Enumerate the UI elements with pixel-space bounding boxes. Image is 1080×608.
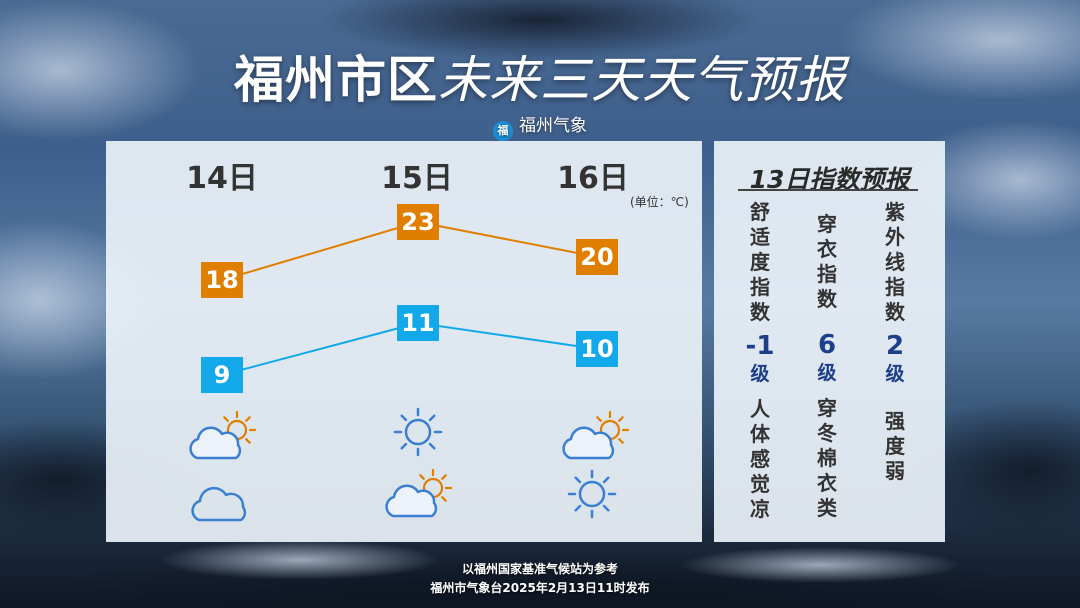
index-description-char: 冬 xyxy=(817,421,837,445)
index-description-char: 凉 xyxy=(750,497,770,521)
page-title: 福州市区未来三天天气预报 xyxy=(0,40,1080,112)
index-name-char: 指 xyxy=(885,275,905,299)
index-name-char: 数 xyxy=(817,287,837,311)
index-title-underline xyxy=(738,189,918,191)
day-label: 15日 xyxy=(381,161,453,196)
brand-name: 福州气象 xyxy=(519,116,587,136)
index-name-char: 外 xyxy=(885,225,905,249)
low-temp-point: 9 xyxy=(201,357,243,393)
index-name-char: 穿 xyxy=(817,212,837,236)
index-description-char: 穿 xyxy=(817,396,837,420)
day-label: 14日 xyxy=(186,161,258,196)
day-label: 16日 xyxy=(557,161,629,196)
sunny-icon xyxy=(567,469,617,519)
high-temp-point: 23 xyxy=(397,204,439,240)
cloudy-icon xyxy=(191,486,247,522)
index-name-char: 舒 xyxy=(750,200,770,224)
footer-reference: 以福州国家基准气候站为参考 xyxy=(461,562,618,576)
index-description-char: 棉 xyxy=(817,446,837,470)
index-value: 6 xyxy=(817,330,837,360)
index-description: 穿冬棉衣类 xyxy=(807,396,847,521)
index-name-char: 数 xyxy=(750,300,770,324)
index-description: 人体感觉凉 xyxy=(740,397,780,522)
title-bold: 福州市区 xyxy=(234,51,438,109)
index-description: 强度弱 xyxy=(875,409,915,484)
partly-cloudy-icon xyxy=(562,410,630,460)
index-name: 舒适度指数 xyxy=(740,200,780,325)
low-temp-point: 10 xyxy=(576,331,618,367)
index-panel xyxy=(714,141,945,542)
index-name-char: 适 xyxy=(750,225,770,249)
index-name-char: 指 xyxy=(817,262,837,286)
index-name-char: 数 xyxy=(885,300,905,324)
partly-cloudy-icon xyxy=(385,468,453,518)
index-name-char: 衣 xyxy=(817,237,837,261)
index-description-char: 度 xyxy=(885,434,905,458)
index-name-char: 度 xyxy=(750,250,770,274)
index-description-char: 强 xyxy=(885,409,905,433)
index-description-char: 类 xyxy=(817,496,837,520)
index-description-char: 人 xyxy=(750,397,770,421)
low-temp-point: 11 xyxy=(397,305,439,341)
index-description-char: 体 xyxy=(750,422,770,446)
index-level-unit: 级 xyxy=(817,362,837,384)
high-temp-point: 18 xyxy=(201,262,243,298)
unit-label: (单位：℃) xyxy=(630,195,689,209)
brand: 福福州气象 xyxy=(0,111,1080,141)
index-name: 穿衣指数 xyxy=(807,212,847,312)
index-description-char: 弱 xyxy=(885,459,905,483)
sunny-icon xyxy=(393,407,443,457)
index-name-char: 紫 xyxy=(885,200,905,224)
index-level-unit: 级 xyxy=(750,363,770,385)
index-description-char: 感 xyxy=(750,447,770,471)
index-name: 紫外线指数 xyxy=(875,200,915,325)
comfort-index-column: 舒适度指数 -1 级 人体感觉凉 xyxy=(740,200,780,522)
title-light: 未来三天天气预报 xyxy=(438,51,846,109)
uv-index-column: 紫外线指数 2 级 强度弱 xyxy=(875,200,915,484)
index-name-char: 线 xyxy=(885,250,905,274)
index-value: 2 xyxy=(885,331,905,361)
partly-cloudy-icon xyxy=(189,410,257,460)
index-description-char: 衣 xyxy=(817,471,837,495)
dressing-index-column: 穿衣指数 6 级 穿冬棉衣类 xyxy=(807,212,847,521)
fuzhou-weather-logo-icon: 福 xyxy=(493,121,513,141)
index-value: -1 xyxy=(745,331,775,361)
index-name-char: 指 xyxy=(750,275,770,299)
footer-issued: 福州市气象台2025年2月13日11时发布 xyxy=(430,581,650,595)
index-level-unit: 级 xyxy=(885,363,905,385)
high-temp-point: 20 xyxy=(576,238,618,275)
index-description-char: 觉 xyxy=(750,472,770,496)
